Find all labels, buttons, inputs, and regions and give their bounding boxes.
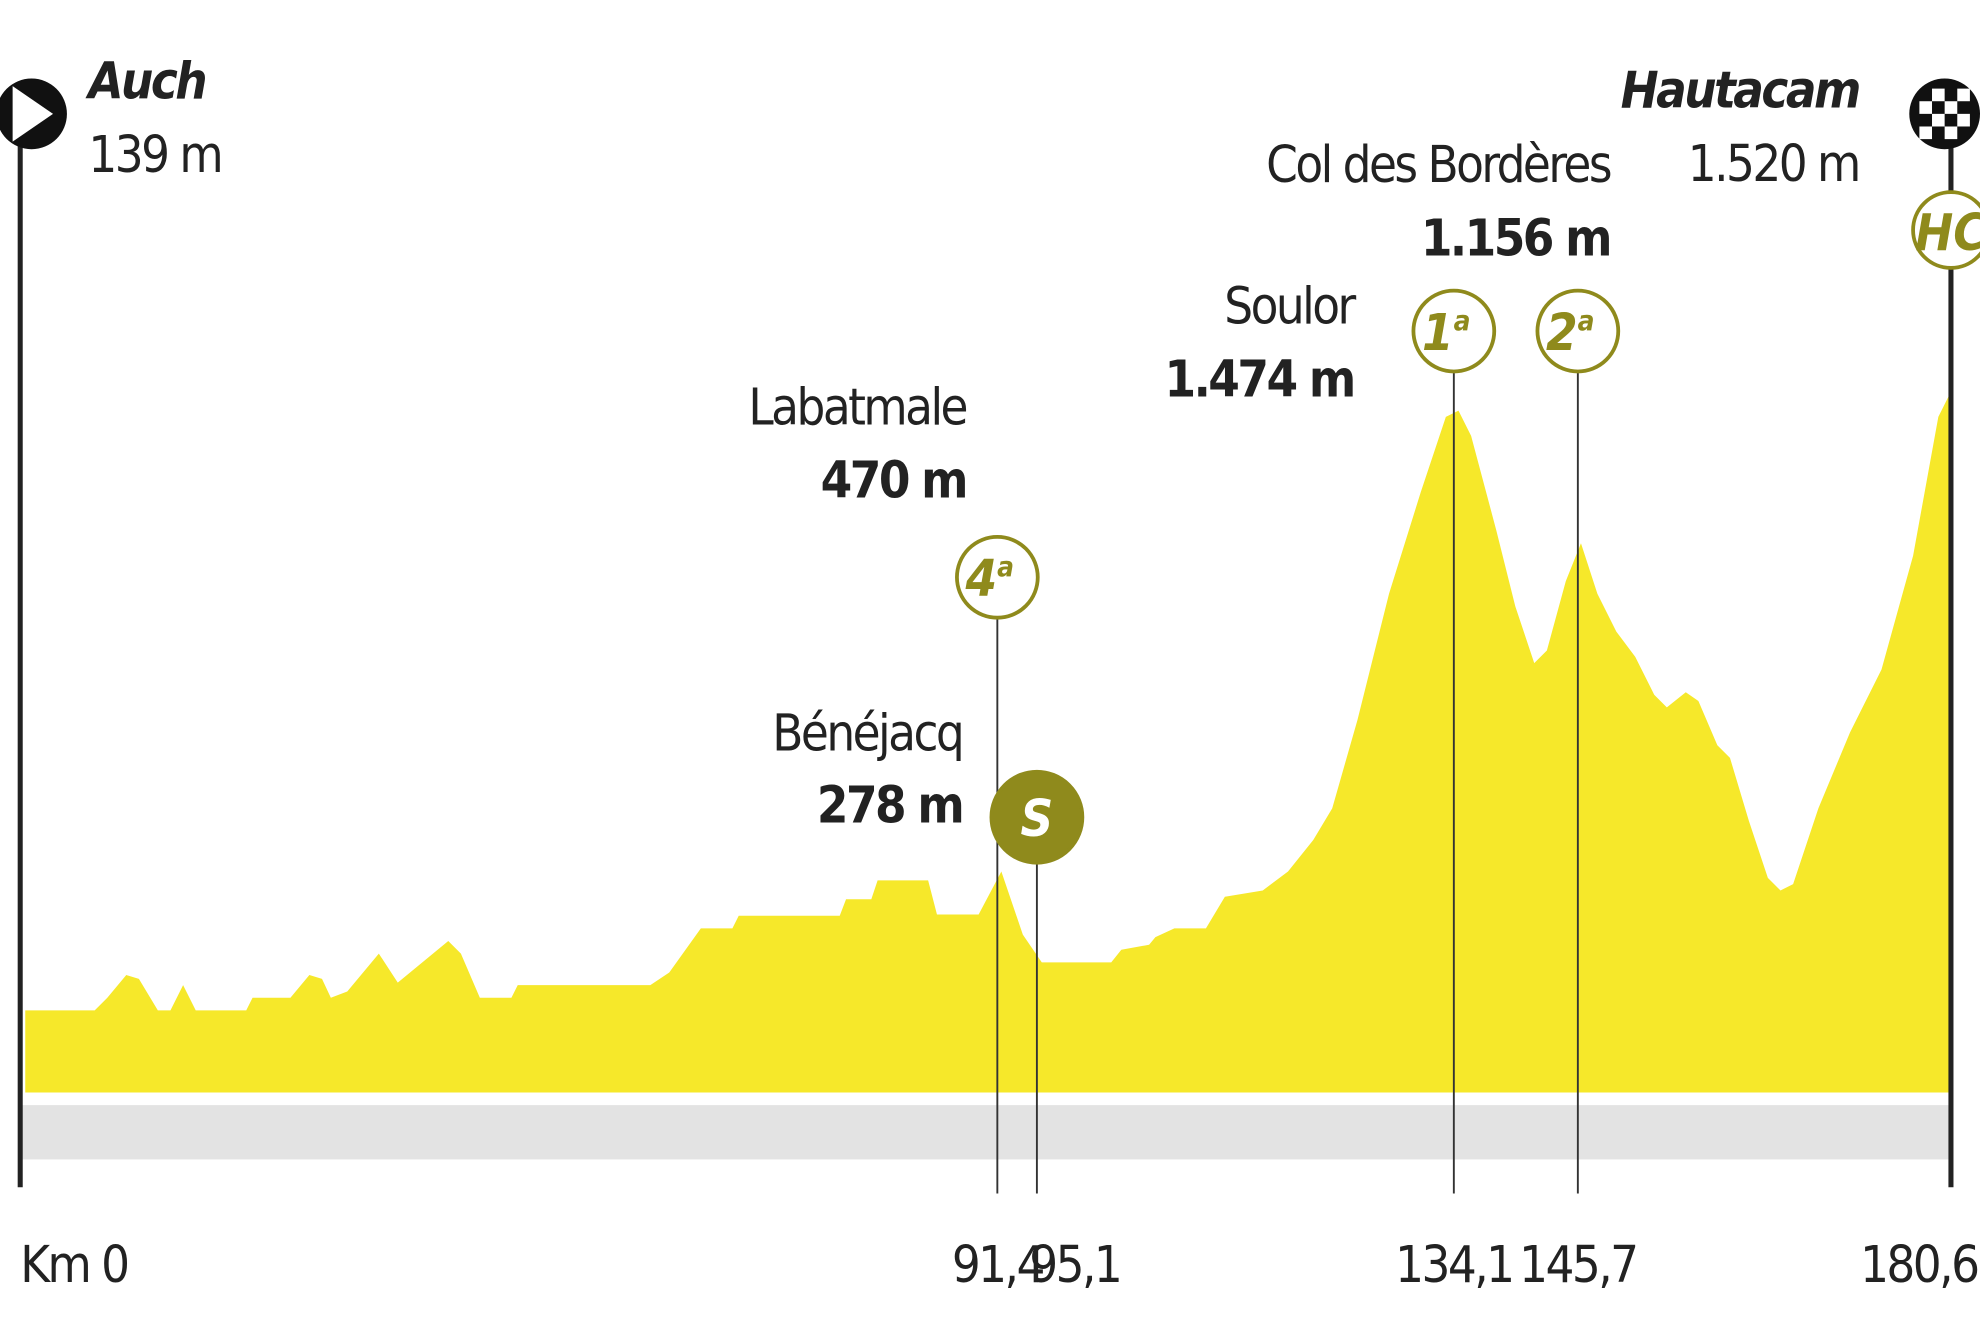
finish-check <box>1957 113 1970 127</box>
start-arrow <box>12 86 54 142</box>
point-altitude: 278 m <box>817 775 962 834</box>
category-badge <box>1911 190 1980 270</box>
category-suffix: a <box>997 550 1014 583</box>
elevation-profile <box>25 391 1951 1093</box>
category-badge <box>955 534 1040 620</box>
finish-check <box>1944 126 1958 140</box>
finish-check <box>1957 88 1970 102</box>
point-name: Bénéjacq <box>772 703 962 762</box>
point-name: Labatmale <box>748 377 966 436</box>
finish-name: Hautacam <box>1621 61 1859 120</box>
point-altitude: 470 m <box>821 451 966 510</box>
category-suffix: a <box>1578 304 1595 337</box>
km-label: 95,1 <box>1029 1235 1120 1294</box>
category-number: S <box>1021 789 1054 848</box>
category-badge <box>989 769 1085 865</box>
ground-band <box>20 1105 1953 1160</box>
finish-check <box>1919 101 1933 114</box>
km-label: Km 0 <box>20 1235 127 1294</box>
finish-check <box>1919 126 1933 140</box>
finish-check <box>1932 88 1945 102</box>
category-label: 2a <box>1546 303 1594 362</box>
finish-check <box>1944 101 1958 114</box>
category-label: 4a <box>965 549 1014 608</box>
start-altitude: 139 m <box>88 125 221 184</box>
start-name: Auch <box>85 52 205 111</box>
category-label: S <box>1021 789 1054 848</box>
category-number: 4 <box>965 549 998 608</box>
category-label: 1a <box>1422 303 1470 362</box>
finish-check <box>1932 113 1945 127</box>
km-label: 91,4 <box>952 1235 1044 1294</box>
km-label: 145,7 <box>1519 1235 1636 1294</box>
category-number: 1 <box>1422 303 1454 362</box>
category-badge <box>1411 288 1497 374</box>
point-altitude: 1.474 m <box>1164 350 1353 409</box>
point-name: Soulor <box>1224 276 1356 335</box>
finish-altitude: 1.520 m <box>1688 134 1859 193</box>
category-suffix: a <box>1454 304 1471 337</box>
point-name: Col des Bordères <box>1266 135 1611 194</box>
category-label: HC <box>1915 203 1980 262</box>
km-label: 134,1 <box>1395 1235 1512 1294</box>
category-badge <box>1535 288 1621 374</box>
km-label: 180,6 <box>1860 1235 1978 1294</box>
category-number: 2 <box>1546 303 1578 362</box>
point-altitude: 1.156 m <box>1421 208 1610 267</box>
